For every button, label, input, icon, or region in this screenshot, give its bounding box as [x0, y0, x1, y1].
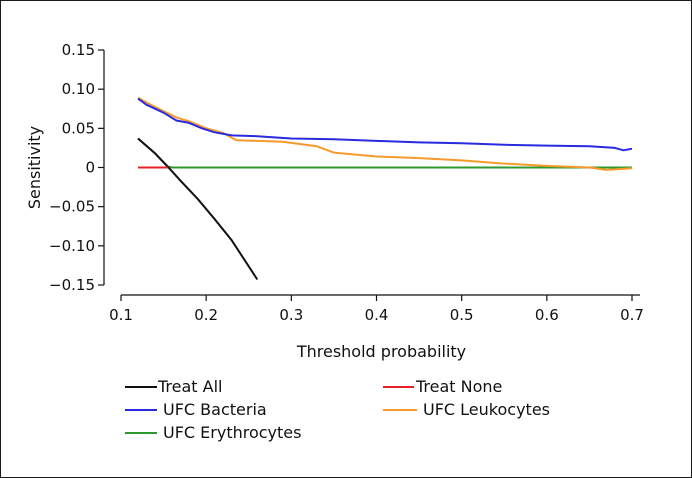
series-line-ufc-erythrocytes: [137, 137, 632, 169]
series-line-ufc-leukocytes: [137, 96, 633, 171]
x-tick-label: 0.7: [620, 306, 644, 324]
x-tick-label: 0.5: [450, 306, 474, 324]
x-tick-label: 0.6: [535, 306, 559, 324]
x-axis-title: Threshold probability: [296, 342, 466, 361]
y-tick-label: 0.10: [62, 80, 95, 98]
y-tick-label: −0.05: [49, 198, 95, 216]
legend-label-treat-all: Treat All: [157, 377, 223, 396]
legend-label-ufc-bacteria: UFC Bacteria: [163, 400, 267, 419]
x-tick-label: 0.1: [109, 306, 133, 324]
y-tick-label: −0.10: [49, 237, 95, 255]
y-axis-ticks: 0.15 0.10 0.05 0 −0.05 −0.10 −0.15: [49, 41, 104, 294]
series-line-ufc-bacteria: [137, 97, 633, 152]
legend-label-treat-none: Treat None: [415, 377, 502, 396]
y-tick-label: −0.15: [49, 276, 95, 294]
y-axis-title: Sensitivity: [25, 126, 44, 209]
x-tick-label: 0.2: [194, 306, 218, 324]
y-tick-label: 0.15: [62, 41, 95, 59]
legend-label-ufc-leukocytes: UFC Leukocytes: [423, 400, 550, 419]
legend-label-ufc-erythrocytes: UFC Erythrocytes: [163, 423, 301, 442]
x-axis-ticks: 0.1 0.2 0.3 0.4 0.5 0.6 0.7: [109, 295, 644, 324]
axes: [103, 50, 640, 296]
series-lines: [137, 96, 633, 281]
x-tick-label: 0.3: [279, 306, 303, 324]
series-line-treat-all: [137, 137, 259, 281]
x-tick-label: 0.4: [365, 306, 389, 324]
y-tick-label: 0.05: [62, 119, 95, 137]
legend: Treat All Treat None UFC Bacteria UFC Leuko…: [125, 377, 550, 442]
y-tick-label: 0: [85, 159, 95, 177]
